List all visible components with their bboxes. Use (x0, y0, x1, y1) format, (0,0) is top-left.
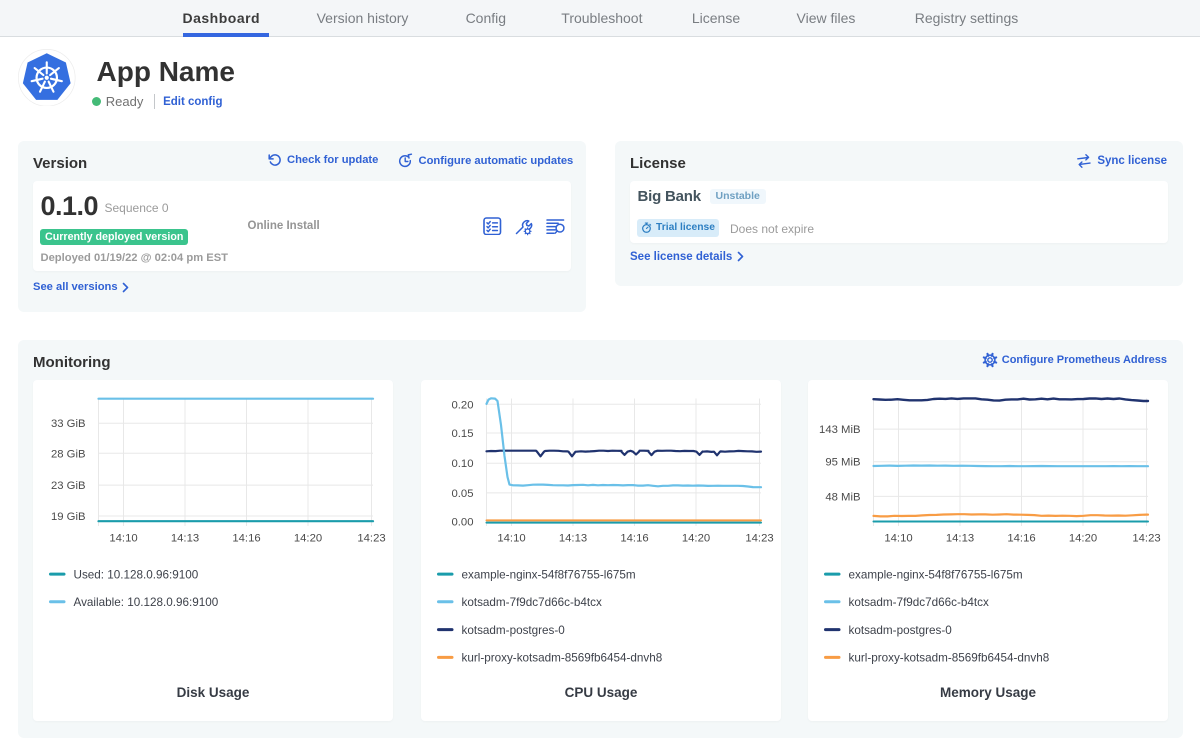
svg-text:14:20: 14:20 (1069, 533, 1097, 545)
svg-text:14:23: 14:23 (745, 533, 773, 545)
svg-text:kotsadm-7f9dc7d66c-b4tcx: kotsadm-7f9dc7d66c-b4tcx (461, 596, 601, 609)
svg-text:kurl-proxy-kotsadm-8569fb6454-: kurl-proxy-kotsadm-8569fb6454-dnvh8 (461, 652, 662, 665)
svg-text:14:10: 14:10 (109, 533, 137, 545)
svg-text:kurl-proxy-kotsadm-8569fb6454-: kurl-proxy-kotsadm-8569fb6454-dnvh8 (849, 652, 1050, 665)
svg-text:kotsadm-postgres-0: kotsadm-postgres-0 (849, 624, 953, 637)
svg-text:48 MiB: 48 MiB (825, 491, 860, 503)
svg-text:0.00: 0.00 (451, 517, 473, 529)
svg-text:CPU Usage: CPU Usage (564, 685, 637, 700)
svg-text:33 GiB: 33 GiB (51, 418, 86, 430)
svg-text:14:10: 14:10 (497, 533, 525, 545)
svg-text:14:23: 14:23 (357, 533, 385, 545)
svg-text:14:16: 14:16 (1007, 533, 1035, 545)
svg-text:Used: 10.128.0.96:9100: Used: 10.128.0.96:9100 (74, 568, 199, 581)
svg-text:Available: 10.128.0.96:9100: Available: 10.128.0.96:9100 (74, 596, 219, 609)
svg-text:0.05: 0.05 (451, 488, 473, 500)
svg-text:0.10: 0.10 (451, 458, 473, 470)
svg-text:14:13: 14:13 (946, 533, 974, 545)
svg-text:14:20: 14:20 (681, 533, 709, 545)
svg-text:0.15: 0.15 (451, 428, 473, 440)
svg-text:28 GiB: 28 GiB (51, 448, 86, 460)
svg-text:23 GiB: 23 GiB (51, 480, 86, 492)
svg-text:kotsadm-postgres-0: kotsadm-postgres-0 (461, 624, 565, 637)
svg-text:0.20: 0.20 (451, 399, 473, 411)
svg-text:example-nginx-54f8f76755-l675m: example-nginx-54f8f76755-l675m (461, 568, 635, 581)
svg-text:Disk Usage: Disk Usage (177, 685, 250, 700)
svg-text:14:23: 14:23 (1132, 533, 1160, 545)
svg-text:95 MiB: 95 MiB (825, 457, 860, 469)
svg-text:14:16: 14:16 (232, 533, 260, 545)
svg-text:example-nginx-54f8f76755-l675m: example-nginx-54f8f76755-l675m (849, 568, 1023, 581)
svg-text:14:13: 14:13 (171, 533, 199, 545)
svg-text:14:16: 14:16 (620, 533, 648, 545)
svg-text:kotsadm-7f9dc7d66c-b4tcx: kotsadm-7f9dc7d66c-b4tcx (849, 596, 989, 609)
svg-text:14:10: 14:10 (884, 533, 912, 545)
svg-text:19 GiB: 19 GiB (51, 511, 86, 523)
svg-text:14:13: 14:13 (558, 533, 586, 545)
svg-text:14:20: 14:20 (294, 533, 322, 545)
svg-text:Memory Usage: Memory Usage (940, 685, 1037, 700)
svg-text:143 MiB: 143 MiB (819, 424, 860, 436)
